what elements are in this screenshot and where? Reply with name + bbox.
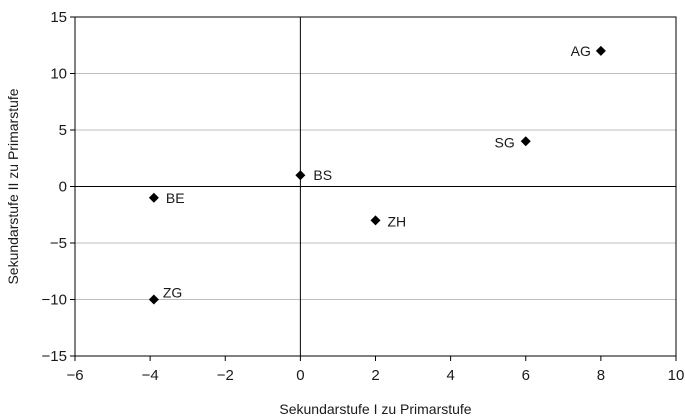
data-point-label: BS xyxy=(313,167,332,183)
data-point-label: BE xyxy=(166,190,185,206)
data-point-marker xyxy=(148,294,159,305)
x-tick-label: −6 xyxy=(66,367,83,384)
x-axis-ticks: −6 −4 −2 0 2 4 6 8 10 xyxy=(66,356,684,384)
y-tick-label: −5 xyxy=(50,235,67,252)
data-point-label: SG xyxy=(495,134,515,150)
data-points: AG SG BS BE ZH ZG xyxy=(148,43,606,305)
x-tick-label: 6 xyxy=(522,367,530,384)
x-tick-label: 0 xyxy=(296,367,304,384)
x-tick-label: 10 xyxy=(668,367,685,384)
data-point-label: ZH xyxy=(388,213,407,229)
data-point-marker xyxy=(370,215,381,226)
zero-axis-lines xyxy=(75,17,676,356)
y-axis-ticks: 15 10 5 0 −5 −10 −15 xyxy=(42,9,75,365)
data-point-marker xyxy=(148,192,159,203)
x-tick-label: 4 xyxy=(446,367,454,384)
data-point-label: ZG xyxy=(163,285,182,301)
grid-lines xyxy=(75,73,676,300)
x-tick-label: 2 xyxy=(371,367,379,384)
x-axis-title: Sekundarstufe I zu Primarstufe xyxy=(279,401,471,417)
y-axis-title: Sekundarstufe II zu Primarstufe xyxy=(5,88,21,284)
y-tick-label: −10 xyxy=(42,292,67,309)
x-tick-label: −2 xyxy=(217,367,234,384)
y-tick-label: 10 xyxy=(50,66,67,83)
x-tick-label: −4 xyxy=(142,367,159,384)
x-tick-label: 8 xyxy=(597,367,605,384)
y-tick-label: 15 xyxy=(50,9,67,26)
y-tick-label: −15 xyxy=(42,348,67,365)
data-point-label: AG xyxy=(571,43,591,59)
y-tick-label: 0 xyxy=(59,179,67,196)
y-tick-label: 5 xyxy=(59,122,67,139)
data-point-marker xyxy=(295,170,306,181)
data-point-marker xyxy=(520,136,531,147)
data-point-marker xyxy=(595,45,606,56)
